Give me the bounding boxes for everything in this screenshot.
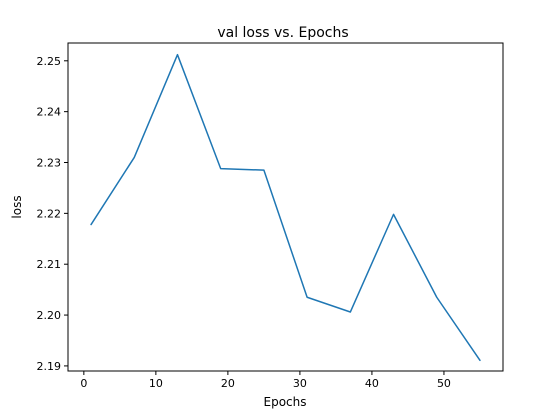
x-tick-label: 10 [149,377,163,390]
y-tick-label: 2.19 [37,360,62,373]
x-tick-label: 50 [437,377,451,390]
series-points [91,55,480,361]
x-axis-ticks: 0 10 20 30 40 50 [80,371,451,390]
x-axis-label: Epochs [264,395,307,409]
y-tick-label: 2.25 [37,55,62,68]
y-axis-ticks: 2.19 2.20 2.21 2.22 2.23 2.24 2.25 [37,55,68,373]
y-tick-label: 2.23 [37,157,62,170]
plot-frame [67,42,504,372]
y-tick-label: 2.22 [37,207,62,220]
chart-title: val loss vs. Epochs [217,25,348,41]
x-tick-label: 20 [221,377,235,390]
series-line [90,53,481,362]
y-tick-label: 2.20 [37,309,62,322]
x-tick-label: 40 [365,377,379,390]
x-tick-label: 30 [293,377,307,390]
y-tick-label: 2.21 [37,258,62,271]
y-axis-label: loss [10,195,24,218]
y-tick-label: 2.24 [37,106,62,119]
x-tick-label: 0 [80,377,87,390]
